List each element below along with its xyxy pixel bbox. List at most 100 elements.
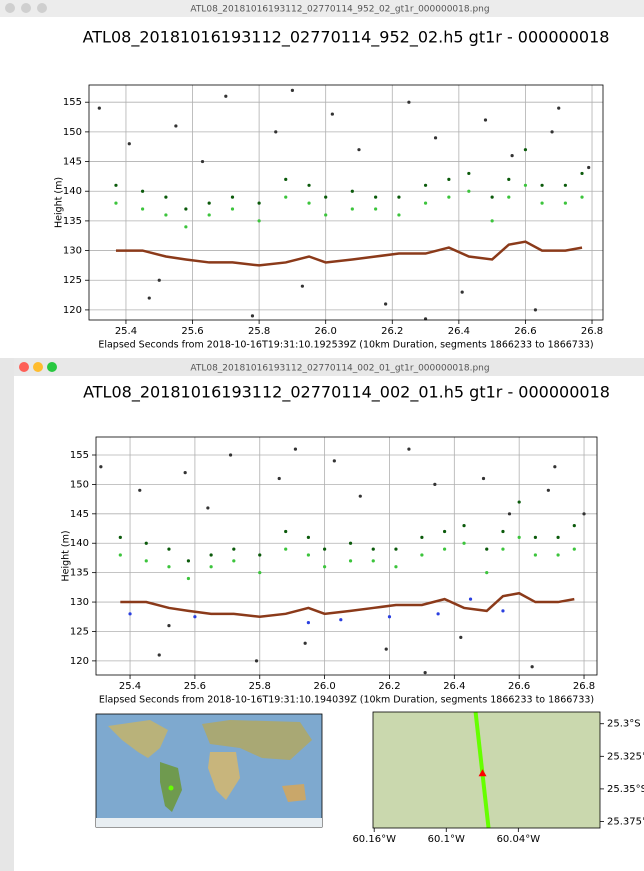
close-button[interactable] xyxy=(5,3,15,13)
point xyxy=(231,196,234,199)
point xyxy=(307,201,310,204)
chart-title: ATL08_20181016193112_02770114_002_01.h5 … xyxy=(83,383,610,403)
point xyxy=(164,196,167,199)
y-tick-label: 155 xyxy=(63,97,82,108)
point xyxy=(307,184,310,187)
point xyxy=(547,489,550,492)
point xyxy=(255,659,258,662)
point xyxy=(424,184,427,187)
point xyxy=(372,548,375,551)
point xyxy=(540,201,543,204)
point xyxy=(184,471,187,474)
x-tick-label: 25.8 xyxy=(249,681,271,692)
point xyxy=(232,559,235,562)
point xyxy=(580,196,583,199)
zoom-button[interactable] xyxy=(37,3,47,13)
point xyxy=(184,225,187,228)
point xyxy=(274,130,277,133)
point xyxy=(507,178,510,181)
point xyxy=(424,671,427,674)
point xyxy=(524,184,527,187)
point xyxy=(284,530,287,533)
point xyxy=(447,196,450,199)
point xyxy=(99,465,102,468)
point xyxy=(447,178,450,181)
y-tick-label: 140 xyxy=(63,186,82,197)
point xyxy=(210,565,213,568)
point xyxy=(359,495,362,498)
point xyxy=(485,548,488,551)
x-tick-label: 25.6 xyxy=(181,326,203,337)
point xyxy=(553,465,556,468)
point xyxy=(208,201,211,204)
point xyxy=(278,477,281,480)
point xyxy=(304,642,307,645)
point xyxy=(534,553,537,556)
point xyxy=(351,207,354,210)
point xyxy=(501,609,504,612)
point xyxy=(573,548,576,551)
point xyxy=(141,190,144,193)
y-tick-label: 155 xyxy=(70,450,89,461)
point xyxy=(462,542,465,545)
x-tick-label: 60.16°W xyxy=(352,834,396,845)
x-tick-label: 26.0 xyxy=(315,326,337,337)
point xyxy=(501,548,504,551)
point xyxy=(556,536,559,539)
y-tick-label: 135 xyxy=(70,568,89,579)
point xyxy=(184,207,187,210)
point xyxy=(433,483,436,486)
x-tick-label: 26.6 xyxy=(514,326,536,337)
point xyxy=(524,148,527,151)
point xyxy=(582,512,585,515)
y-tick-label: 135 xyxy=(63,216,82,227)
point xyxy=(208,213,211,216)
point xyxy=(145,542,148,545)
point xyxy=(434,136,437,139)
point xyxy=(469,598,472,601)
x-tick-label: 26.8 xyxy=(573,681,595,692)
point xyxy=(508,512,511,515)
point xyxy=(339,618,342,621)
point xyxy=(141,207,144,210)
close-button[interactable] xyxy=(19,362,29,372)
point xyxy=(491,196,494,199)
point xyxy=(351,190,354,193)
point xyxy=(437,612,440,615)
zoom-button[interactable] xyxy=(47,362,57,372)
point xyxy=(206,506,209,509)
point xyxy=(307,536,310,539)
point xyxy=(534,308,537,311)
point xyxy=(291,89,294,92)
point xyxy=(331,112,334,115)
y-tick-label: 145 xyxy=(63,157,82,168)
point xyxy=(357,148,360,151)
point xyxy=(323,565,326,568)
point xyxy=(231,207,234,210)
point xyxy=(511,154,514,157)
point xyxy=(201,160,204,163)
point xyxy=(167,565,170,568)
point xyxy=(482,477,485,480)
y-tick-label: 145 xyxy=(70,509,89,520)
point xyxy=(333,459,336,462)
point xyxy=(284,196,287,199)
point xyxy=(534,536,537,539)
minimize-button[interactable] xyxy=(33,362,43,372)
point xyxy=(372,559,375,562)
point xyxy=(164,213,167,216)
point xyxy=(573,524,576,527)
x-tick-label: 25.8 xyxy=(248,326,270,337)
x-axis-label: Elapsed Seconds from 2018-10-16T19:31:10… xyxy=(98,340,593,351)
point xyxy=(148,296,151,299)
y-tick-label: 150 xyxy=(63,127,82,138)
point xyxy=(119,536,122,539)
point xyxy=(459,636,462,639)
point xyxy=(349,559,352,562)
point xyxy=(587,166,590,169)
point xyxy=(518,536,521,539)
point xyxy=(284,178,287,181)
point xyxy=(443,548,446,551)
y-tick-label: 25.325°S xyxy=(607,751,644,762)
minimize-button[interactable] xyxy=(21,3,31,13)
